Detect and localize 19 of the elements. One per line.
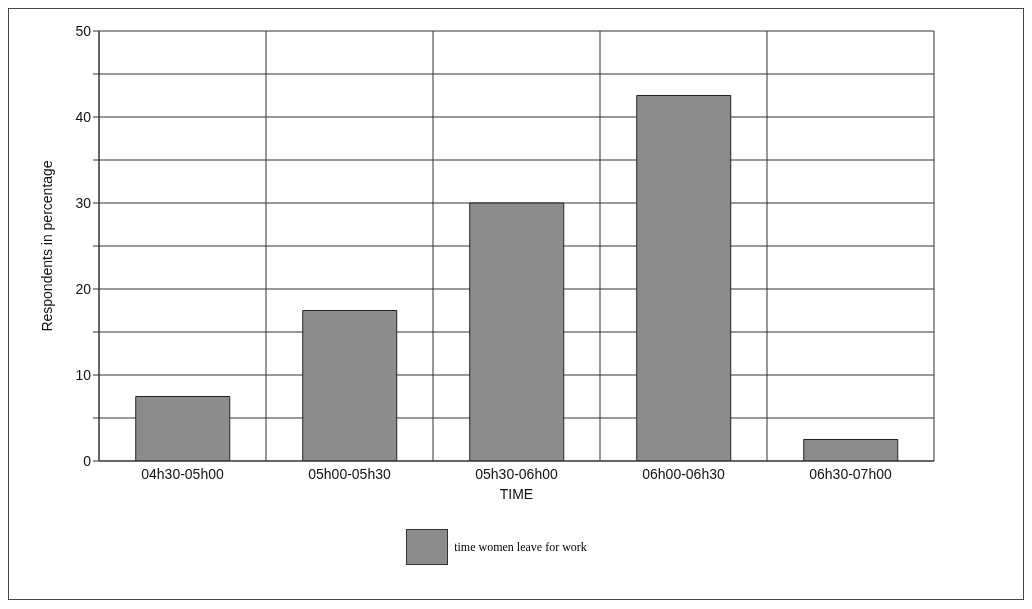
y-tick-label: 20 — [75, 280, 92, 297]
bar — [636, 95, 732, 461]
bar — [302, 310, 398, 461]
y-tick-label: 10 — [75, 366, 92, 383]
x-tick-label: 04h30-05h00 — [141, 465, 224, 482]
bar — [135, 396, 231, 461]
y-tick-label: 50 — [75, 22, 92, 39]
y-tick-label: 0 — [83, 452, 92, 469]
x-tick-label: 06h30-07h00 — [809, 465, 892, 482]
x-tick-label: 05h00-05h30 — [308, 465, 391, 482]
y-axis-title: Respondents in percentage — [38, 160, 55, 332]
x-tick-label: 05h30-06h00 — [475, 465, 558, 482]
y-tick-label: 40 — [75, 108, 92, 125]
text: time women leave for work — [454, 539, 587, 555]
y-tick-label: 30 — [75, 194, 92, 211]
bar — [469, 202, 565, 461]
x-axis-title: TIME — [499, 486, 534, 502]
bar — [803, 439, 899, 461]
x-tick-label: 06h00-06h30 — [642, 465, 725, 482]
